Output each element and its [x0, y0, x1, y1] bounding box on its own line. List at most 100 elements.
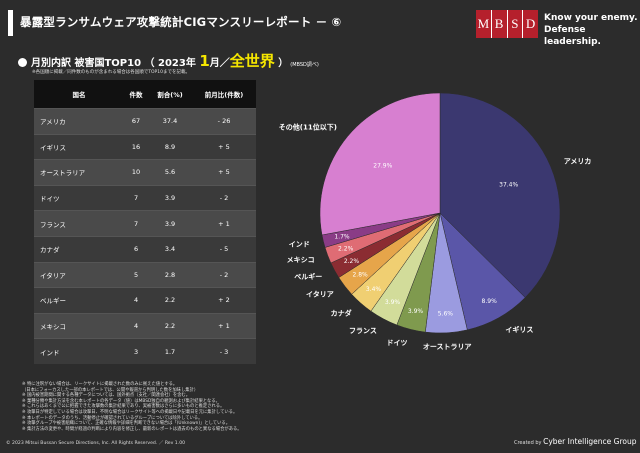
table-cell: - 2: [192, 184, 256, 211]
table-cell: + 5: [192, 133, 256, 160]
table-cell: 1.7: [148, 338, 192, 364]
table-row: アメリカ 67 37.4- 26: [34, 108, 256, 135]
slice-name-label: その他(11位以下): [279, 122, 337, 131]
slice-name-label: フランス: [349, 327, 377, 335]
slice-value-label: 27.9%: [373, 162, 392, 169]
footnote-line: ※ 攻撃日が特定している場合は攻撃日、不明な場合はリークサイト等への掲載日や記載…: [22, 409, 238, 415]
table-row: インド 3 1.7- 3: [34, 338, 256, 364]
table-cell: 10: [124, 159, 149, 186]
footnote-line: ※ 集計方法の変更や、時間が経過の判断により内容を修正し、最新のレポートは過去の…: [22, 426, 242, 432]
ranking-table: 国名 件数 割合(%) 前月比(件数) アメリカ 67 37.4- 26 イギリス 16…: [34, 80, 256, 364]
table-row: カナダ 6 3.4- 5: [34, 235, 256, 263]
table-cell: - 2: [192, 261, 256, 288]
table-cell: 2.8: [148, 261, 192, 288]
credit: Created by Cyber Intelligence Group: [514, 437, 637, 446]
table-cell: 3.9: [148, 210, 192, 237]
mbsd-logo: M B S D: [476, 10, 538, 38]
header: 暴露型ランサムウェア攻撃統計CIGマンスリーレポート － ⑥ M B S D K…: [0, 0, 640, 47]
slice-name-label: ドイツ: [386, 339, 407, 347]
table-cell: 67: [124, 108, 149, 135]
table-cell: アメリカ: [34, 108, 124, 135]
table-cell: 16: [124, 133, 149, 160]
title-accent-bar: [8, 10, 13, 36]
table-cell: イギリス: [34, 133, 124, 160]
pie-slice: [439, 92, 561, 298]
pie-slice: [319, 92, 441, 236]
slice-name-label: オーストラリア: [423, 343, 472, 351]
table-row: フランス 7 3.9 + 1: [34, 210, 256, 237]
slice-name-label: メキシコ: [287, 256, 315, 264]
section-subtitle: 月別内訳 被害国TOP10 （ 2023年 1月／全世界 ） (MBSD調べ): [18, 50, 319, 71]
bullet-icon: [18, 58, 27, 67]
table-cell: インド: [34, 338, 124, 364]
slice-value-label: 3.9%: [408, 308, 424, 315]
slice-value-label: 5.6%: [438, 311, 454, 318]
column-header: 件数: [124, 80, 149, 109]
table-row: オーストラリア 10 5.6 + 5: [34, 159, 256, 186]
footnote-line: ※ 国内被害期間に関する各種データについては、国外拠点（支社／関連会社）を含む。: [22, 393, 191, 399]
slice-value-label: 3.4%: [366, 286, 382, 293]
slice-name-label: インド: [289, 241, 310, 249]
table-cell: + 1: [192, 312, 256, 339]
table-cell: 7: [124, 210, 149, 237]
table-cell: + 1: [192, 210, 256, 237]
slice-name-label: ベルギー: [294, 272, 322, 281]
table-cell: ドイツ: [34, 184, 124, 211]
slice-value-label: 2.8%: [352, 271, 368, 278]
table-cell: + 2: [192, 287, 256, 314]
column-header: 前月比(件数): [192, 80, 256, 109]
table-cell: 37.4: [148, 108, 192, 135]
table-cell: カナダ: [34, 235, 124, 263]
slice-value-label: 2.2%: [338, 246, 354, 253]
table-row: ドイツ 7 3.9- 2: [34, 184, 256, 211]
slice-value-label: 1.7%: [334, 234, 350, 241]
footnote-line: ※ 攻撃グループや被害組織について、正確な情報や詳細を判断できない場合は「(Un…: [22, 421, 230, 427]
slice-value-label: 2.2%: [344, 258, 360, 265]
table-row: ベルギー 4 2.2 + 2: [34, 287, 256, 314]
table-cell: 5: [124, 261, 149, 288]
pie-chart: 37.4% アメリカ 8.9% イギリス 5.6% オーストラリア 3.9% ドイツ 3.9% フ…: [279, 92, 592, 351]
table-cell: 7: [124, 184, 149, 211]
slice-value-label: 8.9%: [482, 298, 498, 305]
table-cell: 4: [124, 287, 149, 314]
table-cell: 4: [124, 312, 149, 339]
table-header-row: 国名 件数 割合(%) 前月比(件数): [34, 80, 256, 109]
table-cell: フランス: [34, 210, 124, 237]
footnotes: ※ 特に注釈がない場合は、リークサイトに掲載された数のみに拠えた値とする。 （日本…: [22, 382, 452, 432]
slice-name-label: アメリカ: [564, 157, 592, 165]
column-header: 割合(%): [148, 80, 192, 109]
table-cell: 3.9: [148, 184, 192, 211]
footnote-line: （日本にフォーカスした一部の本レポートでは、公開や報道から判明した数を加味し集計…: [22, 387, 199, 393]
table-cell: メキシコ: [34, 312, 124, 339]
table-cell: 3: [124, 338, 149, 364]
copyright: © 2023 Mitsui Bussan Secure Directions, …: [6, 441, 186, 446]
column-header: 国名: [34, 80, 124, 109]
page-title: 暴露型ランサムウェア攻撃統計CIGマンスリーレポート － ⑥: [20, 15, 342, 29]
slice-value-label: 37.4%: [499, 181, 518, 188]
slice-name-label: カナダ: [331, 309, 352, 318]
table-cell: 2.2: [148, 312, 192, 339]
footnote-line: ※ 特に注釈がない場合は、リークサイトに掲載された数のみに拠えた値とする。: [22, 382, 178, 387]
table-cell: イタリア: [34, 261, 124, 288]
table-cell: - 26: [192, 108, 256, 135]
table-row: イギリス 16 8.9 + 5: [34, 133, 256, 160]
footnote-line: ※ 本レポートのデータのうち、活動停止が確認されているグループについては除外して…: [22, 415, 203, 421]
table-cell: 3.4: [148, 235, 192, 263]
slice-name-label: イギリス: [505, 325, 533, 334]
table-row: イタリア 5 2.8- 2: [34, 261, 256, 288]
slice-value-label: 3.9%: [385, 299, 401, 306]
table-cell: - 5: [192, 235, 256, 263]
table-cell: + 5: [192, 159, 256, 186]
table-cell: 2.2: [148, 287, 192, 314]
slice-name-label: イタリア: [306, 290, 334, 299]
tagline: Know your enemy. Defense leadership.: [544, 13, 638, 47]
table-cell: ベルギー: [34, 287, 124, 314]
table-cell: 8.9: [148, 133, 192, 160]
footnote-line: ※ 業種分類や集計方法を含む本レポートの各データ（値）はMBSD独自の観測および…: [22, 398, 220, 404]
table-cell: 5.6: [148, 159, 192, 186]
table-row: メキシコ 4 2.2 + 1: [34, 312, 256, 339]
footnote-line: ※ これらはあくまで公に把握できた攻撃数の集計結果であり、実被害数はさらに多いも…: [22, 404, 225, 410]
table-cell: オーストラリア: [34, 159, 124, 186]
table-note: ※各国順に掲載／同件数のものが含まれる場合は各国順でTOP10までを記載。: [32, 70, 190, 75]
table-cell: 6: [124, 235, 149, 263]
